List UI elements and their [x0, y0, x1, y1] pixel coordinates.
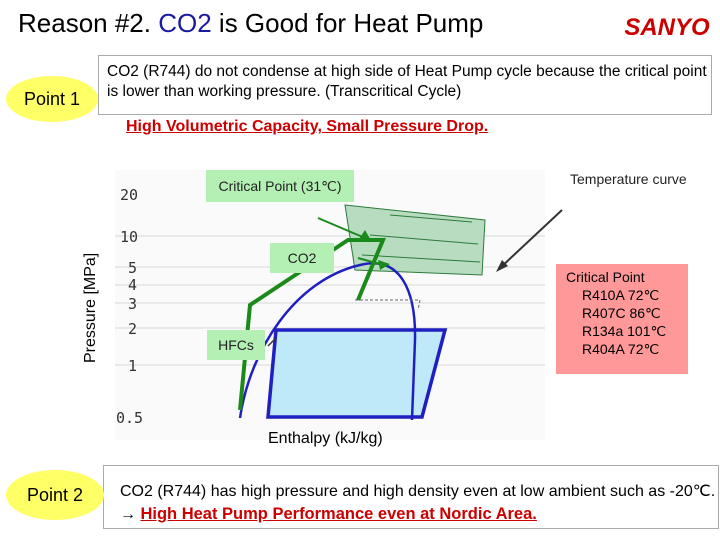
y-tick-10: 10: [120, 228, 138, 246]
highlight-volumetric: High Volumetric Capacity, Small Pressure…: [126, 118, 489, 135]
co2-isotherm-b: [369, 234, 479, 245]
critical-point-r410a: R410A 72℃: [582, 287, 660, 303]
temperature-curve-arrow: [499, 209, 563, 269]
point2-text-block: CO2 (R744) has high pressure and high de…: [120, 480, 718, 526]
arrow-icon: →: [120, 506, 136, 523]
critical-point-r134a: R134a 101℃: [582, 323, 667, 339]
critical-points-heading: Critical Point: [566, 269, 645, 285]
ph-diagram: 20 10 5 4 3 2 1 0.5: [115, 170, 563, 440]
y-tick-20: 20: [120, 186, 138, 204]
hfc-label: HFCs: [207, 330, 265, 360]
point1-callout: CO2 (R744) do not condense at high side …: [98, 55, 712, 115]
temperature-curve-label: Temperature curve: [566, 167, 694, 219]
hfc-arrow: [267, 337, 277, 347]
point1-text: CO2 (R744) do not condense at high side …: [107, 63, 707, 100]
y-tick-0-5: 0.5: [116, 409, 143, 427]
x-axis-label: Enthalpy (kJ/kg): [268, 430, 383, 447]
critical-point-label: Critical Point (31℃): [206, 170, 354, 202]
y-tick-3: 3: [128, 295, 137, 313]
y-tick-4: 4: [128, 276, 137, 294]
y-tick-labels: 20 10 5 4 3 2 1 0.5: [116, 186, 143, 427]
title-suffix: is Good for Heat Pump: [218, 8, 484, 38]
highlight-nordic: High Heat Pump Performance even at Nordi…: [140, 505, 537, 523]
y-tick-2: 2: [128, 320, 137, 338]
critical-points-box: Critical Point R410A 72℃ R407C 86℃ R134a…: [556, 264, 688, 374]
co2-label: CO2: [270, 243, 334, 273]
co2-isotherm-a: [389, 214, 473, 223]
co2-isotherm-c: [361, 254, 481, 263]
co2-cycle-region: [344, 204, 486, 276]
point2-callout: CO2 (R744) has high pressure and high de…: [103, 465, 719, 529]
point2-badge: Point 2: [6, 470, 104, 520]
title-prefix: Reason #2.: [18, 8, 151, 38]
co2-arrowhead: [378, 260, 390, 270]
point1-label: Point 1: [23, 88, 81, 109]
page-title: Reason #2. CO2 is Good for Heat Pump: [18, 8, 483, 39]
critical-point-r407c: R407C 86℃: [582, 305, 661, 321]
point1-badge: Point 1: [6, 76, 98, 122]
y-tick-1: 1: [128, 357, 137, 375]
critical-point-arrow: [317, 217, 366, 239]
sanyo-logo: SANYO: [624, 14, 710, 41]
logo-text: SANYO: [624, 14, 710, 41]
hfc-cycle: [266, 328, 448, 419]
y-axis-label: Pressure [MPa]: [82, 252, 99, 363]
critical-arrowhead: [359, 230, 372, 242]
title-co2: CO2: [158, 8, 212, 38]
point2-text: CO2 (R744) has high pressure and high de…: [120, 483, 716, 500]
critical-point-r404a: R404A 72℃: [582, 341, 660, 357]
temperature-arrowhead: [496, 260, 508, 272]
point2-label: Point 2: [26, 484, 84, 505]
dashed-cycle-line: [355, 299, 421, 311]
y-tick-5: 5: [128, 259, 137, 277]
